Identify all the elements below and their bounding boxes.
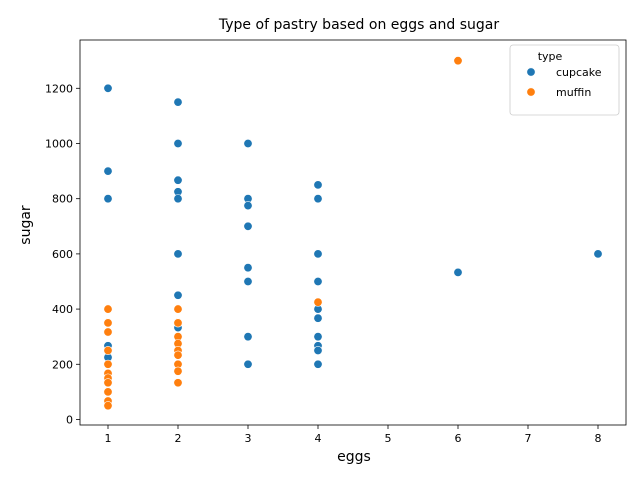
muffin-point [173,350,183,360]
data-points [103,56,603,411]
y-tick-label: 0 [66,413,73,426]
muffin-point [173,304,183,314]
chart-title: Type of pastry based on eggs and sugar [218,17,499,33]
x-tick-label: 7 [525,432,532,445]
legend-marker-muffin [526,87,536,97]
cupcake-point [313,332,323,342]
y-axis: 0 200 400 600 800 1000 1200 [45,82,80,426]
cupcake-point [313,180,323,190]
cupcake-point [313,345,323,355]
cupcake-point [173,194,183,204]
plot-area: 1 2 3 4 5 6 7 8 0 200 400 600 800 1000 1200 [45,39,627,445]
legend-marker-cupcake [526,67,536,77]
cupcake-point [243,359,253,369]
cupcake-point [103,194,113,204]
cupcake-point [243,263,253,273]
muffin-point [103,304,113,314]
muffin-point [173,366,183,376]
x-tick-label: 1 [105,432,112,445]
muffin-point [103,345,113,355]
muffin-point [173,378,183,388]
x-tick-label: 5 [385,432,392,445]
y-axis-label: sugar [18,205,34,245]
cupcake-point [173,290,183,300]
cupcake-point [173,97,183,107]
muffin-point [453,56,463,66]
cupcake-point [243,138,253,148]
cupcake-point [243,221,253,231]
cupcake-point [103,166,113,176]
y-tick-label: 200 [52,358,73,371]
cupcake-point [243,332,253,342]
plot-frame [79,39,627,426]
muffin-point [103,327,113,337]
muffin-point [313,297,323,307]
cupcake-point [103,83,113,93]
x-tick-label: 6 [455,432,462,445]
cupcake-point [313,249,323,259]
cupcake-point [313,276,323,286]
legend-title: type [538,50,563,63]
cupcake-point [313,359,323,369]
cupcake-point [173,249,183,259]
cupcake-point [173,138,183,148]
muffin-point [103,387,113,397]
cupcake-point [453,267,463,277]
y-tick-label: 400 [52,303,73,316]
cupcake-point [593,249,603,259]
y-tick-label: 800 [52,193,73,206]
legend-label-muffin: muffin [556,86,591,99]
y-tick-label: 1000 [45,137,73,150]
cupcake-point [173,175,183,185]
x-tick-label: 4 [315,432,322,445]
y-tick-label: 1200 [45,82,73,95]
cupcake-point [243,201,253,211]
legend: type cupcake muffin [509,44,620,116]
x-axis-label: eggs [337,449,371,465]
x-tick-label: 3 [245,432,252,445]
x-tick-label: 2 [175,432,182,445]
legend-label-cupcake: cupcake [556,66,602,79]
cupcake-point [313,194,323,204]
y-tick-label: 600 [52,248,73,261]
muffin-point [103,378,113,388]
cupcake-point [313,313,323,323]
cupcake-point [243,276,253,286]
x-axis: 1 2 3 4 5 6 7 8 [105,425,602,445]
muffin-point [173,318,183,328]
legend-box [509,44,620,116]
muffin-point [103,401,113,411]
muffin-point [103,318,113,328]
muffin-point [103,359,113,369]
x-tick-label: 8 [595,432,602,445]
